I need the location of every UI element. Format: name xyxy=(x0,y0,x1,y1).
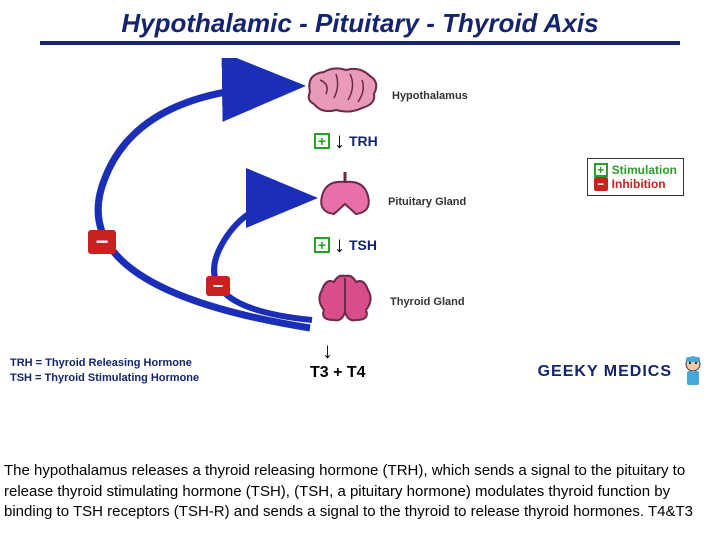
legend-stimulation-label: Stimulation xyxy=(612,163,677,177)
mascot-icon xyxy=(678,354,708,390)
legend: + Stimulation − Inhibition xyxy=(587,158,684,196)
down-arrow-icon: ↓ xyxy=(334,234,345,256)
axis-diagram: − − Hypothalamus + ↓ TRH Pituitary Gland… xyxy=(0,58,720,398)
t3t4-label: T3 + T4 xyxy=(310,364,366,382)
tsh-row: + ↓ TSH xyxy=(314,234,377,256)
page-title: Hypothalamic - Pituitary - Thyroid Axis xyxy=(0,0,720,39)
title-underline xyxy=(40,41,680,45)
trh-row: + ↓ TRH xyxy=(314,130,378,152)
def-trh: TRH = Thyroid Releasing Hormone xyxy=(10,356,199,370)
minus-icon: − xyxy=(594,177,608,191)
minus-icon: − xyxy=(206,276,230,296)
def-tsh: TSH = Thyroid Stimulating Hormone xyxy=(10,371,199,385)
t3t4-row: ↓ xyxy=(322,340,333,362)
brand-text: GEEKY MEDICS xyxy=(538,363,672,381)
legend-inhibition-label: Inhibition xyxy=(612,177,666,191)
tsh-label: TSH xyxy=(349,237,377,253)
pituitary-organ xyxy=(314,168,376,225)
plus-icon: + xyxy=(314,237,330,253)
thyroid-label: Thyroid Gland xyxy=(390,296,465,308)
brand: GEEKY MEDICS xyxy=(538,354,708,390)
plus-icon: + xyxy=(594,163,608,177)
down-arrow-icon: ↓ xyxy=(334,130,345,152)
minus-icon: − xyxy=(88,230,116,254)
trh-label: TRH xyxy=(349,133,378,149)
pituitary-label: Pituitary Gland xyxy=(388,196,466,208)
thyroid-organ xyxy=(312,270,378,331)
legend-inhibition: − Inhibition xyxy=(594,177,677,191)
legend-stimulation: + Stimulation xyxy=(594,163,677,177)
definitions: TRH = Thyroid Releasing Hormone TSH = Th… xyxy=(10,356,199,385)
plus-icon: + xyxy=(314,133,330,149)
hypothalamus-organ xyxy=(300,64,382,123)
down-arrow-icon: ↓ xyxy=(322,340,333,362)
hypothalamus-label: Hypothalamus xyxy=(392,90,468,102)
caption-text: The hypothalamus releases a thyroid rele… xyxy=(4,461,716,522)
